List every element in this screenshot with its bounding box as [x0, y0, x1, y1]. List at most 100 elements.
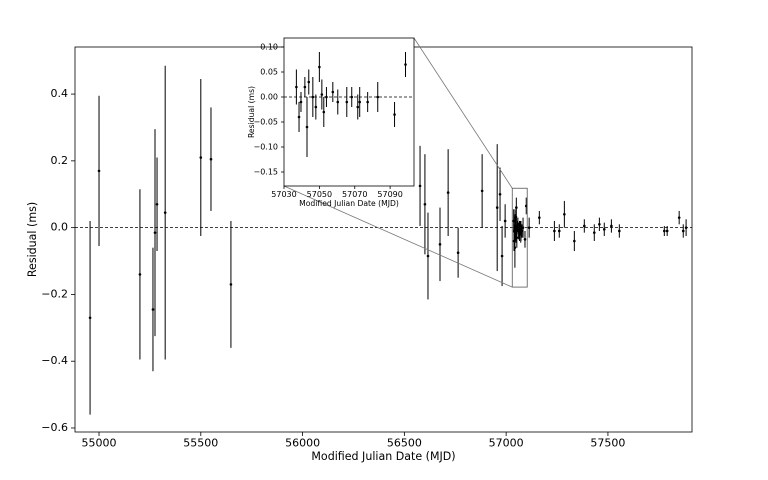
data-point [456, 251, 460, 254]
data-point [336, 100, 340, 104]
x-tick-label: 57050 [307, 190, 332, 199]
data-point [538, 216, 541, 219]
data-point [681, 229, 685, 233]
data-point [610, 224, 613, 228]
data-point [404, 63, 407, 66]
data-point [503, 219, 507, 223]
data-point [521, 226, 525, 229]
data-point [199, 156, 203, 159]
y-tick-label: 0.2 [51, 154, 69, 167]
x-axis-label: Modified Julian Date (MJD) [311, 450, 455, 463]
data-point [229, 283, 233, 286]
data-point [358, 100, 362, 104]
data-point [438, 243, 442, 246]
zoom-box [511, 187, 528, 288]
data-point [602, 228, 606, 231]
y-tick-label: 0.0 [51, 221, 69, 234]
data-point [393, 113, 396, 116]
data-point [138, 273, 142, 276]
x-tick-label: 56000 [285, 437, 320, 450]
data-point [376, 95, 380, 99]
data-point [322, 110, 326, 114]
y-tick-label: 0.4 [51, 87, 69, 100]
zoom-connector [283, 185, 513, 288]
data-point [426, 254, 430, 258]
data-point [345, 100, 349, 104]
data-point [523, 238, 527, 241]
axes-frame [283, 37, 415, 187]
data-point [418, 184, 422, 188]
data-point [299, 100, 303, 104]
y-tick-label: −0.2 [41, 287, 68, 300]
x-tick-label: 55500 [183, 437, 218, 450]
y-tick-label: 0.05 [260, 68, 278, 77]
data-point [513, 246, 517, 249]
data-point [515, 206, 518, 209]
x-tick-label: 57500 [590, 437, 625, 450]
data-point [618, 229, 621, 233]
zoom-connector [413, 37, 513, 189]
zoom-indicator [283, 37, 528, 288]
data-point [295, 85, 298, 89]
x-tick-label: 55000 [82, 437, 117, 450]
data-point [557, 229, 561, 233]
y-axis-label: Residual (ms) [26, 202, 39, 277]
data-point [325, 95, 328, 99]
data-point [423, 202, 427, 206]
data-point [311, 95, 315, 99]
data-point [320, 93, 324, 96]
data-point [307, 80, 311, 84]
data-point [305, 125, 309, 129]
y-tick-label: 0.00 [260, 93, 278, 102]
x-tick-label: 56500 [387, 437, 422, 450]
data-point [366, 100, 369, 104]
data-point [297, 115, 301, 119]
y-tick-label: 0.10 [260, 43, 278, 52]
data-point [163, 211, 167, 214]
data-point [153, 231, 157, 234]
data-point [553, 229, 556, 233]
data-point [495, 206, 499, 209]
y-tick-label: −0.05 [253, 118, 278, 127]
data-point [446, 191, 450, 194]
plot-area [284, 38, 414, 186]
y-axis-label: Residual (ms) [247, 86, 256, 138]
data-point [677, 216, 681, 219]
data-point [97, 169, 101, 173]
data-point [500, 254, 504, 258]
y-tick-label: −0.4 [41, 354, 68, 367]
x-tick-label: 57000 [489, 437, 524, 450]
data-point [356, 105, 360, 109]
data-point [563, 212, 566, 216]
data-point [583, 224, 586, 228]
x-axis-label: Modified Julian Date (MJD) [299, 199, 399, 208]
data-point [663, 229, 666, 233]
data-point [314, 105, 318, 109]
x-tick-label: 57030 [271, 190, 296, 199]
plot [284, 52, 414, 157]
data-point [209, 157, 213, 161]
y-tick-label: −0.6 [41, 421, 68, 434]
data-point [573, 239, 576, 243]
y-tick-label: −0.10 [253, 143, 278, 152]
data-point [88, 316, 92, 320]
data-point [665, 229, 669, 233]
data-point [480, 189, 484, 193]
data-point [527, 226, 531, 229]
data-point [155, 202, 159, 206]
data-point [684, 226, 688, 229]
y-tick-label: −0.15 [253, 168, 278, 177]
data-point [318, 65, 321, 69]
data-point [520, 229, 524, 233]
x-tick-label: 57070 [342, 190, 367, 199]
data-point [303, 85, 307, 89]
plot [75, 65, 692, 415]
data-point [515, 236, 519, 239]
axes: 57030 57050 57070 57090 −0.15 −0.10 −0.05 0.00 0… [247, 37, 415, 208]
x-tick-label: 57090 [377, 190, 402, 199]
data-point [350, 95, 354, 99]
data-point [498, 192, 502, 196]
data-point [331, 90, 335, 94]
data-point [592, 231, 596, 234]
